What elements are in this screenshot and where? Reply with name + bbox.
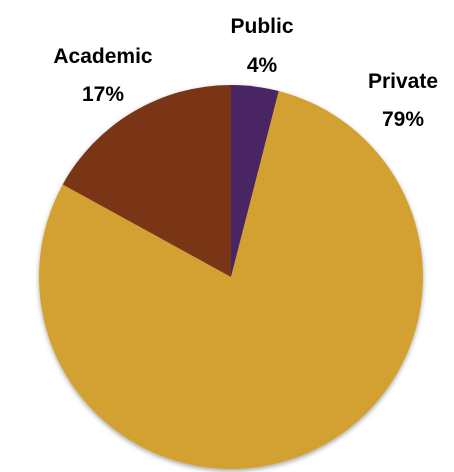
slice-label-academic: Academic — [53, 45, 153, 68]
slice-label-private: Private — [368, 70, 438, 93]
pie-slice-public — [231, 85, 279, 277]
slice-value-public: 4% — [247, 54, 278, 77]
pie-slices — [39, 85, 424, 469]
pie-slice-academic — [62, 85, 231, 277]
slice-value-academic: 17% — [82, 83, 124, 106]
pie-slice-private — [39, 91, 424, 469]
slice-label-public: Public — [230, 15, 293, 38]
slice-value-private: 79% — [382, 108, 424, 131]
pie-labels: Public 4% Private 79% Academic 17% — [53, 15, 438, 131]
